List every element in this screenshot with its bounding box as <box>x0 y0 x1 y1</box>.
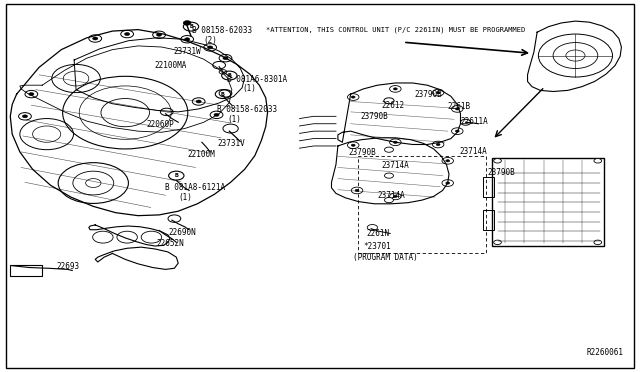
Text: 22612: 22612 <box>381 101 404 110</box>
Text: 22060P: 22060P <box>147 120 174 129</box>
Circle shape <box>355 189 359 192</box>
Circle shape <box>196 100 201 103</box>
Circle shape <box>594 240 602 244</box>
Circle shape <box>19 113 31 120</box>
Text: (1): (1) <box>227 115 241 124</box>
Text: B: B <box>189 24 193 29</box>
Circle shape <box>121 31 134 38</box>
Circle shape <box>351 96 355 98</box>
Circle shape <box>89 35 102 42</box>
Circle shape <box>594 158 602 163</box>
Text: 2261N: 2261N <box>366 229 389 238</box>
Circle shape <box>433 141 444 148</box>
Circle shape <box>433 89 444 96</box>
Text: B: B <box>175 173 178 178</box>
Circle shape <box>157 33 162 36</box>
Circle shape <box>204 44 216 51</box>
Circle shape <box>25 90 38 98</box>
Circle shape <box>446 182 450 184</box>
Circle shape <box>29 93 34 96</box>
Circle shape <box>390 86 401 92</box>
Text: 22690N: 22690N <box>168 228 196 237</box>
Text: R2260061: R2260061 <box>586 348 623 357</box>
Text: 2261B: 2261B <box>448 102 471 111</box>
Text: B 081A6-8301A: B 081A6-8301A <box>227 75 287 84</box>
Text: (1): (1) <box>242 84 256 93</box>
Circle shape <box>390 139 401 145</box>
Text: 22652N: 22652N <box>157 239 184 248</box>
Circle shape <box>394 141 397 143</box>
Circle shape <box>394 88 397 90</box>
Circle shape <box>351 187 363 194</box>
Circle shape <box>184 38 189 41</box>
Text: 23731V: 23731V <box>218 139 246 148</box>
Text: 23714A: 23714A <box>378 191 405 200</box>
Circle shape <box>192 98 205 105</box>
Circle shape <box>456 130 460 132</box>
Circle shape <box>394 195 397 198</box>
Text: 22611A: 22611A <box>461 117 488 126</box>
Text: 23790B: 23790B <box>348 148 376 157</box>
Circle shape <box>442 157 454 164</box>
Circle shape <box>348 142 359 148</box>
Circle shape <box>351 144 355 146</box>
Text: (1): (1) <box>178 193 192 202</box>
Bar <box>492 158 604 246</box>
Text: 23714A: 23714A <box>460 147 487 155</box>
Text: 23790B: 23790B <box>361 112 388 121</box>
Text: 23790B: 23790B <box>415 90 442 99</box>
Circle shape <box>210 111 223 119</box>
Text: 23714A: 23714A <box>381 161 409 170</box>
Circle shape <box>493 158 501 163</box>
Text: B 08158-62033: B 08158-62033 <box>216 105 276 114</box>
Circle shape <box>125 33 130 36</box>
Circle shape <box>436 92 440 94</box>
Bar <box>483 177 494 197</box>
Text: *23701: *23701 <box>364 241 391 250</box>
Circle shape <box>493 240 501 244</box>
Circle shape <box>153 31 166 38</box>
Bar <box>10 264 42 276</box>
Text: 22693: 22693 <box>57 262 80 271</box>
Circle shape <box>223 57 228 60</box>
Circle shape <box>207 46 212 49</box>
Circle shape <box>385 147 394 152</box>
Text: B: B <box>227 73 231 78</box>
Circle shape <box>436 143 440 145</box>
Circle shape <box>446 160 450 162</box>
Circle shape <box>456 108 460 110</box>
Circle shape <box>385 173 394 178</box>
Text: *ATTENTION, THIS CONTROL UNIT (P/C 2261IN) MUST BE PROGRAMMED: *ATTENTION, THIS CONTROL UNIT (P/C 2261I… <box>266 26 525 33</box>
Bar <box>483 210 494 231</box>
Text: B 081A8-6121A: B 081A8-6121A <box>166 183 225 192</box>
Text: 22100MA: 22100MA <box>154 61 186 70</box>
Circle shape <box>22 115 28 118</box>
Circle shape <box>183 21 191 25</box>
Circle shape <box>219 70 227 74</box>
Circle shape <box>390 193 401 200</box>
Circle shape <box>180 36 193 43</box>
Text: 23731W: 23731W <box>173 47 201 56</box>
Text: B 08158-62033: B 08158-62033 <box>192 26 252 35</box>
Circle shape <box>385 198 394 203</box>
Circle shape <box>93 37 98 40</box>
Text: (PROGRAM DATA): (PROGRAM DATA) <box>353 253 418 262</box>
Text: (2): (2) <box>204 36 218 45</box>
Circle shape <box>452 106 463 112</box>
Circle shape <box>348 94 359 100</box>
Circle shape <box>214 113 219 116</box>
Text: 22100M: 22100M <box>188 150 216 159</box>
Circle shape <box>461 119 470 125</box>
Circle shape <box>442 180 454 186</box>
Text: B: B <box>221 92 225 97</box>
Text: 23790B: 23790B <box>487 168 515 177</box>
Circle shape <box>219 54 232 62</box>
Circle shape <box>452 128 463 135</box>
